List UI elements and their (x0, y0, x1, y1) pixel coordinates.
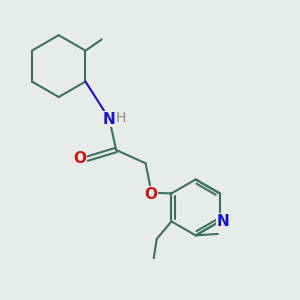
Text: N: N (103, 112, 116, 127)
Text: H: H (116, 111, 126, 124)
Text: O: O (144, 187, 158, 202)
Text: O: O (74, 151, 87, 166)
Text: N: N (217, 214, 230, 229)
